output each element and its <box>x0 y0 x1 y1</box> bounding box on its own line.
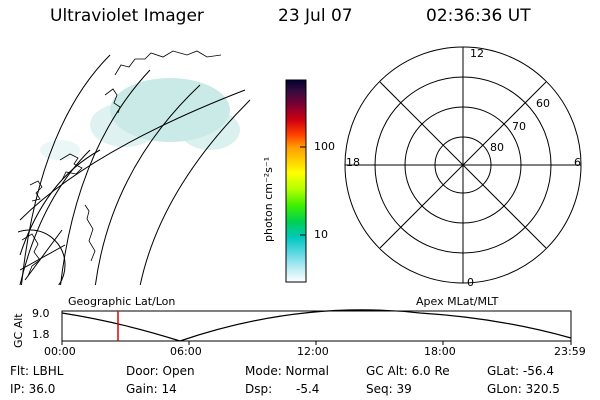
glon-status: GLon: 320.5 <box>487 382 560 396</box>
lat-label-60: 60 <box>536 97 550 110</box>
colorbar-unit-label: photon cm⁻²s⁻¹ <box>262 156 275 242</box>
aurora-emission <box>40 78 240 160</box>
x-tick-label-0: 00:00 <box>44 345 76 358</box>
geographic-caption: Geographic Lat/Lon <box>68 295 176 308</box>
polar-plot <box>344 46 582 284</box>
lat-label-70: 70 <box>512 120 526 133</box>
time-label: 02:36:36 UT <box>426 6 531 26</box>
geographic-map <box>18 50 251 285</box>
gc-alt-status: GC Alt: 6.0 Re <box>366 364 450 378</box>
lat-label-80: 80 <box>490 141 504 154</box>
coastline <box>21 50 222 277</box>
timeline-frame <box>61 310 572 342</box>
mlt-label-6: 6 <box>574 156 581 169</box>
mlt-label-12: 12 <box>470 47 484 60</box>
y-tick-label-9: 9.0 <box>32 307 50 320</box>
dsp-value: -5.4 <box>296 382 320 396</box>
mode-status: Mode: Normal <box>245 364 329 378</box>
y-tick-label-1-8: 1.8 <box>32 328 50 341</box>
dsp-label: Dsp: <box>245 382 273 396</box>
gain-status: Gain: 14 <box>126 382 177 396</box>
colorbar <box>285 79 307 283</box>
date-label: 23 Jul 07 <box>278 6 353 26</box>
timeline-axis-title: GC Alt <box>12 313 25 348</box>
timeline-plot <box>61 309 572 345</box>
colorbar-label-10: 10 <box>314 228 328 241</box>
seq-status: Seq: 39 <box>366 382 412 396</box>
x-tick-label-6: 06:00 <box>170 345 202 358</box>
apex-caption: Apex MLat/MLT <box>416 295 499 308</box>
x-tick-label-24: 23:59 <box>554 345 586 358</box>
glat-status: GLat: -56.4 <box>487 364 554 378</box>
polar-diagonal-2 <box>379 81 547 249</box>
filter-status: Flt: LBHL <box>10 364 64 378</box>
mlt-label-0: 0 <box>467 276 474 289</box>
mlt-label-18: 18 <box>346 156 360 169</box>
altitude-curve <box>61 309 572 342</box>
instrument-title: Ultraviolet Imager <box>50 6 204 26</box>
x-tick-label-12: 12:00 <box>297 345 329 358</box>
lat-lon-grid <box>18 54 251 285</box>
x-tick-label-18: 18:00 <box>424 345 456 358</box>
colorbar-label-100: 100 <box>314 140 335 153</box>
ip-status: IP: 36.0 <box>10 382 56 396</box>
door-status: Door: Open <box>126 364 195 378</box>
